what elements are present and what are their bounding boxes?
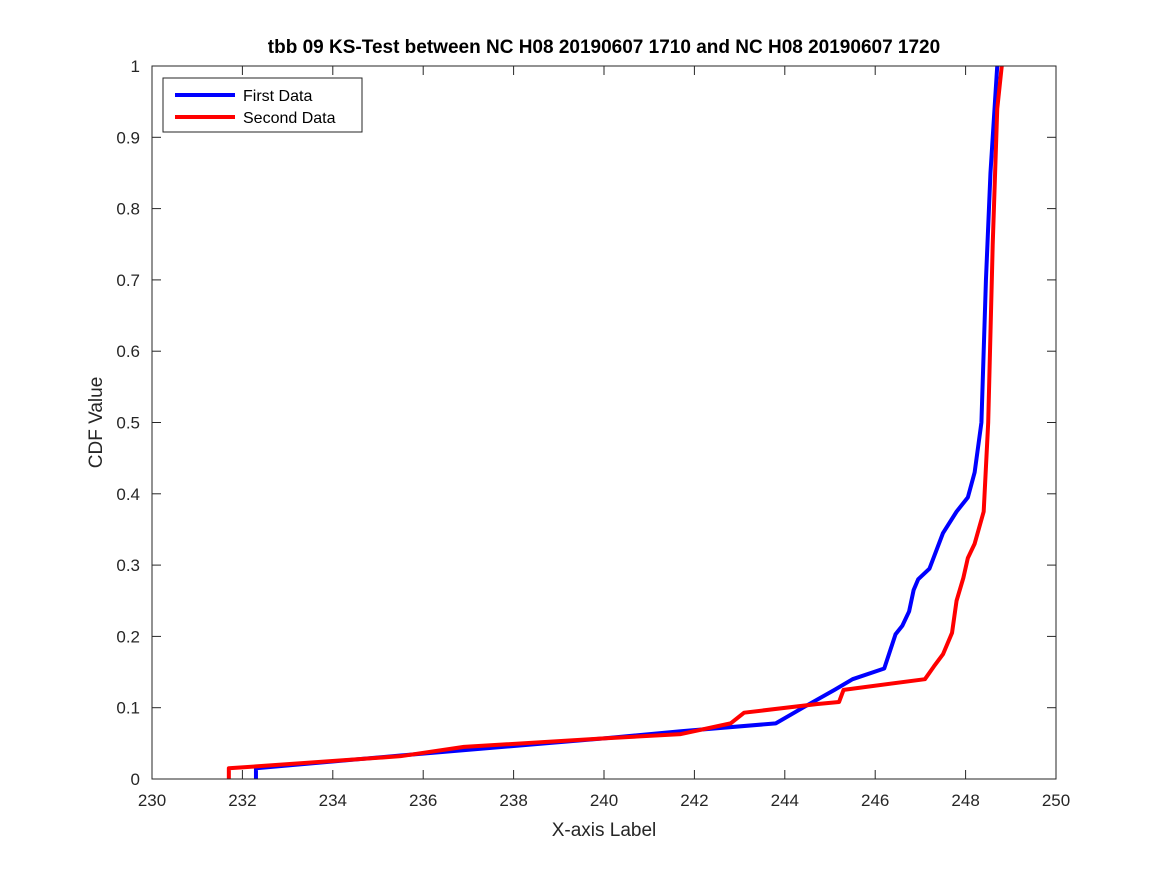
y-tick-label: 0.3 bbox=[116, 556, 140, 575]
legend-label-first-data: First Data bbox=[243, 88, 312, 105]
x-tick-label: 250 bbox=[1042, 791, 1070, 810]
x-tick-label: 248 bbox=[951, 791, 979, 810]
x-tick-label: 238 bbox=[499, 791, 527, 810]
y-tick-label: 0 bbox=[131, 770, 140, 789]
y-axis-label: CDF Value bbox=[86, 377, 107, 469]
x-tick-label: 242 bbox=[680, 791, 708, 810]
y-tick-label: 0.5 bbox=[116, 414, 140, 433]
ticks-layer bbox=[151, 65, 1057, 780]
y-tick-label: 1 bbox=[131, 57, 140, 76]
y-tick-label: 0.9 bbox=[116, 128, 140, 147]
x-tick-label: 234 bbox=[319, 791, 347, 810]
x-tick-label: 232 bbox=[228, 791, 256, 810]
x-tick-label: 244 bbox=[771, 791, 799, 810]
x-tick-label: 236 bbox=[409, 791, 437, 810]
tick-labels-layer: 230 232 234 236 238 240 242 244 246 248 250 0 0.1 0.2… bbox=[116, 57, 1070, 810]
legend-label-second-data: Second Data bbox=[243, 110, 336, 127]
x-tick-label: 230 bbox=[138, 791, 166, 810]
y-tick-label: 0.7 bbox=[116, 271, 140, 290]
x-axis-label: X-axis Label bbox=[552, 820, 657, 841]
legend-box bbox=[162, 77, 363, 133]
chart-title: tbb 09 KS-Test between NC H08 20190607 1… bbox=[268, 37, 940, 58]
plot-area bbox=[152, 66, 1056, 779]
x-tick-label: 246 bbox=[861, 791, 889, 810]
series-line-second-data bbox=[226, 66, 1004, 779]
y-tick-label: 0.6 bbox=[116, 342, 140, 361]
y-tick-label: 0.1 bbox=[116, 699, 140, 718]
y-tick-label: 0.4 bbox=[116, 485, 140, 504]
series-line-first-data bbox=[253, 66, 1000, 779]
y-tick-label: 0.2 bbox=[116, 627, 140, 646]
legend: First Data Second Data bbox=[162, 77, 363, 133]
x-tick-label: 240 bbox=[590, 791, 618, 810]
series-layer bbox=[226, 66, 1004, 779]
y-tick-label: 0.8 bbox=[116, 200, 140, 219]
